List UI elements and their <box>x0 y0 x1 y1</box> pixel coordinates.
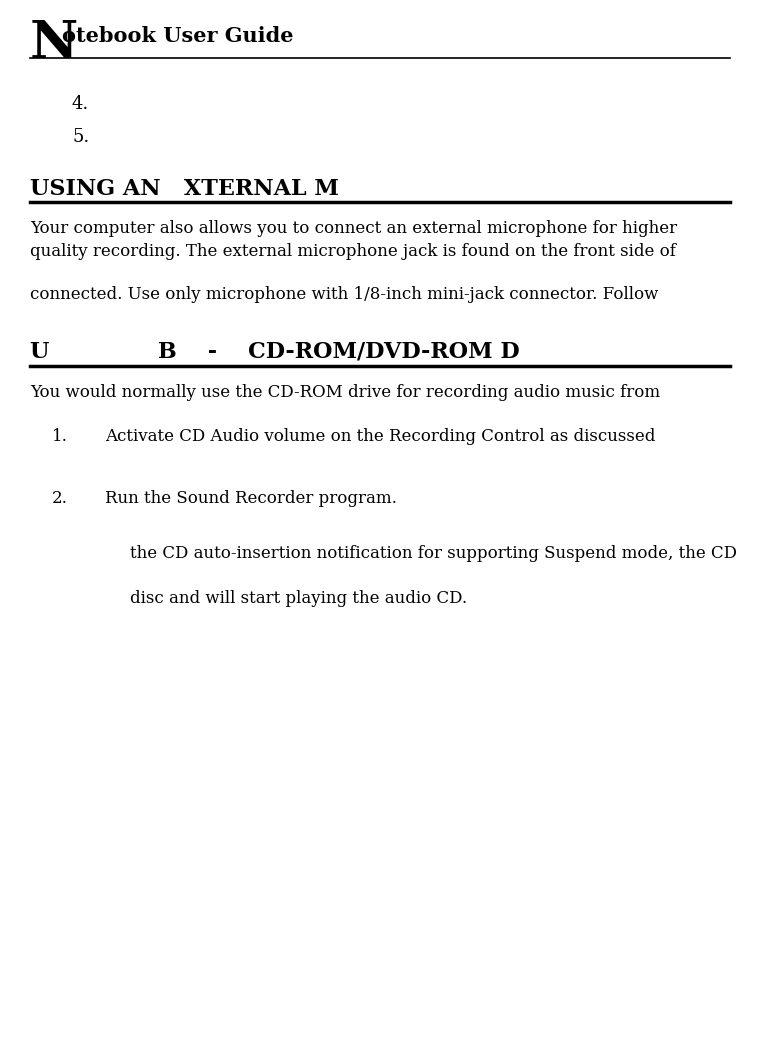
Text: Activate CD Audio volume on the Recording Control as discussed: Activate CD Audio volume on the Recordin… <box>105 428 655 445</box>
Text: Run the Sound Recorder program.: Run the Sound Recorder program. <box>105 490 397 507</box>
Text: 4.: 4. <box>72 95 89 113</box>
Text: USING AN   XTERNAL M: USING AN XTERNAL M <box>30 178 339 200</box>
Text: disc and will start playing the audio CD.: disc and will start playing the audio CD… <box>130 590 467 607</box>
Text: connected. Use only microphone with 1/8-inch mini-jack connector. Follow: connected. Use only microphone with 1/8-… <box>30 286 658 303</box>
Text: Your computer also allows you to connect an external microphone for higher: Your computer also allows you to connect… <box>30 220 677 237</box>
Text: U              B    -    CD-ROM/DVD-ROM D: U B - CD-ROM/DVD-ROM D <box>30 340 520 362</box>
Text: 1.: 1. <box>52 428 68 445</box>
Text: You would normally use the CD-ROM drive for recording audio music from: You would normally use the CD-ROM drive … <box>30 384 660 401</box>
Text: 2.: 2. <box>52 490 68 507</box>
Text: N: N <box>30 18 78 69</box>
Text: 5.: 5. <box>72 128 89 146</box>
Text: quality recording. The external microphone jack is found on the front side of: quality recording. The external micropho… <box>30 243 676 260</box>
Text: the CD auto-insertion notification for supporting Suspend mode, the CD: the CD auto-insertion notification for s… <box>130 545 737 562</box>
Text: otebook User Guide: otebook User Guide <box>62 26 293 46</box>
